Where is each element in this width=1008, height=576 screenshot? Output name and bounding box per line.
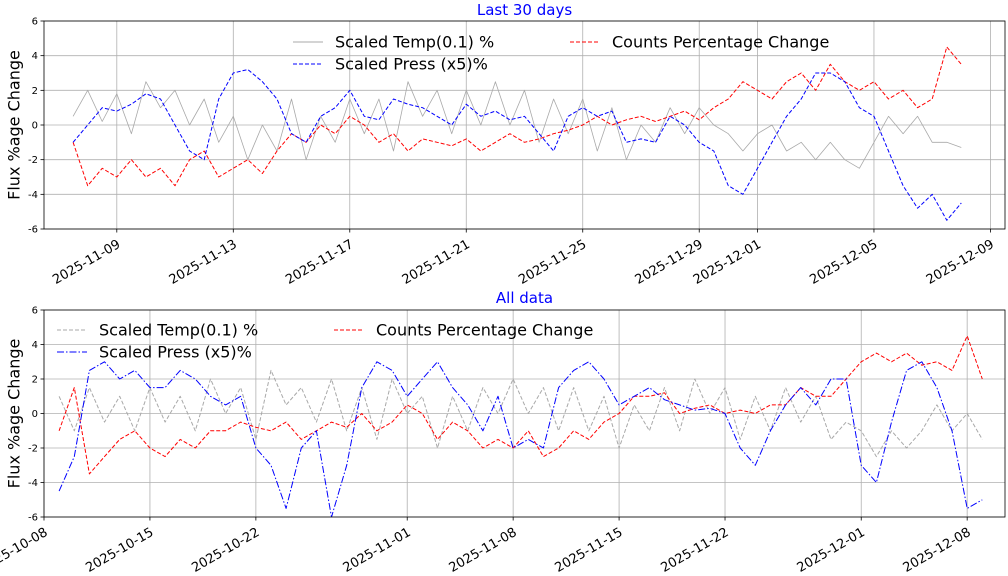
chart-title: Last 30 days [477,1,572,19]
legend-label: Scaled Press (x5)% [99,343,252,362]
series-line-press [72,69,962,221]
series-line-temp [72,81,962,169]
y-tick-label: 2 [32,375,38,386]
series-line-counts [58,335,983,475]
y-tick-label: -6 [28,513,38,524]
y-tick-label: -2 [28,444,38,455]
series-lines [72,46,962,221]
legend: Scaled Temp(0.1) % Scaled Press (x5)% Coun… [57,321,593,362]
y-tick-label: 6 [32,17,38,28]
y-tick-label: 4 [32,340,38,351]
y-tick-label: -4 [28,190,38,201]
y-ticks: -6 -4 -2 0 2 4 6 [28,306,44,524]
series-line-counts [72,46,962,187]
y-axis-label: Flux %age Change [5,50,24,200]
legend-label: Scaled Temp(0.1) % [99,321,258,340]
chart-title: All data [496,289,553,307]
series-line-temp [58,369,983,458]
y-tick-label: -2 [28,155,38,166]
y-tick-label: -4 [28,478,38,489]
legend-label: Scaled Temp(0.1) % [335,33,494,52]
y-tick-label: 6 [32,306,38,317]
y-tick-label: 0 [32,121,38,132]
y-tick-label: -6 [28,225,38,236]
y-tick-label: 4 [32,51,38,62]
y-axis-label: Flux %age Change [5,339,24,489]
legend-label: Scaled Press (x5)% [335,55,488,74]
y-ticks: -6 -4 -2 0 2 4 6 [28,17,44,236]
legend: Scaled Temp(0.1) % Scaled Press (x5)% Coun… [293,33,829,74]
legend-label: Counts Percentage Change [612,33,829,52]
series-line-press [58,361,983,517]
legend-label: Counts Percentage Change [376,321,593,340]
y-tick-label: 0 [32,409,38,420]
y-tick-label: 2 [32,86,38,97]
series-lines [58,335,983,517]
